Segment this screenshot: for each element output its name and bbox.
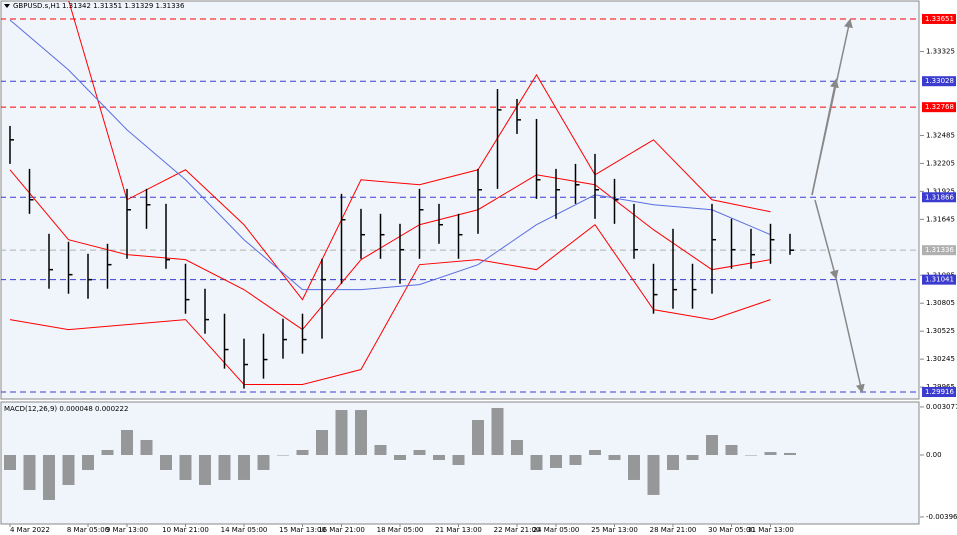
indicator-line: [68, 1, 771, 301]
level-label: 1.29916: [925, 388, 954, 396]
arrow: [835, 277, 865, 394]
x-tick-label: 10 Mar 21:00: [162, 526, 209, 534]
level-label-box: [922, 387, 956, 398]
indicator-line: [9, 169, 771, 331]
level-label-box: [922, 76, 956, 87]
indicator-line: [9, 19, 771, 291]
level-label: 1.33651: [925, 15, 954, 23]
macd-bar: [335, 410, 348, 455]
y-tick-label: 1.30805: [926, 299, 955, 307]
macd-bar: [628, 454, 640, 480]
y-tick-label: 0.003077: [926, 403, 957, 411]
macd-title: MACD(12,26,9) 0.000048 0.000222: [4, 405, 128, 413]
macd-bar: [589, 450, 601, 455]
macd-plot: [4, 407, 796, 500]
indicator-line: [9, 224, 771, 386]
x-tick-label: 15 Mar 13:00: [279, 526, 326, 534]
y-tick-label: 0.00: [926, 451, 942, 459]
level-label-box: [922, 274, 956, 285]
macd-bar: [62, 454, 75, 485]
level-label: 1.31336: [925, 246, 954, 254]
macd-bar: [121, 430, 133, 455]
x-tick-label: 4 Mar 2022: [10, 526, 50, 534]
macd-bar: [608, 454, 621, 460]
x-tick-label: 9 Mar 13:00: [106, 526, 148, 534]
y-tick-label: 1.32485: [926, 131, 955, 139]
macd-bar: [23, 454, 36, 490]
macd-bar: [745, 454, 757, 456]
arrow: [814, 199, 839, 280]
menu-arrow[interactable]: [4, 4, 10, 8]
macd-bar: [530, 454, 543, 470]
macd-bar: [550, 454, 562, 468]
level-label: 1.33028: [925, 77, 954, 85]
macd-bar: [160, 454, 172, 470]
x-tick-label: 28 Mar 21:00: [650, 526, 697, 534]
macd-bar: [82, 454, 94, 470]
y-tick-label: 1.33325: [926, 48, 955, 56]
y-tick-label: 1.30525: [926, 327, 955, 335]
macd-bar: [452, 454, 465, 465]
x-tick-label: 25 Mar 13:00: [591, 526, 638, 534]
y-tick-label: 1.30245: [926, 355, 955, 363]
macd-bar: [140, 440, 153, 455]
macd-bar: [374, 445, 387, 455]
x-tick-label: 14 Mar 05:00: [221, 526, 268, 534]
macd-bar: [706, 435, 718, 455]
macd-bar: [316, 430, 328, 455]
macd-bar: [511, 440, 523, 455]
macd-bar: [277, 454, 289, 456]
macd-bar: [764, 452, 777, 455]
symbol-title: GBPUSD.s,H1: [13, 2, 60, 10]
macd-bar: [472, 420, 484, 455]
price-plot: [1, 1, 919, 393]
level-label-box: [922, 102, 956, 113]
macd-bar: [355, 410, 367, 455]
y-tick-label: -0.003968: [926, 513, 957, 521]
level-label: 1.32768: [925, 103, 954, 111]
macd-bar: [413, 450, 426, 455]
macd-bar: [491, 407, 504, 455]
x-tick-label: 24 Mar 05:00: [533, 526, 580, 534]
macd-bar: [569, 454, 582, 465]
macd-bar: [296, 450, 309, 455]
macd-bar: [647, 454, 660, 495]
x-tick-label: 16 Mar 21:00: [318, 526, 365, 534]
x-tick-label: 30 Mar 05:00: [708, 526, 755, 534]
macd-bar: [725, 445, 738, 455]
macd-bar: [4, 454, 16, 470]
x-tick-label: 8 Mar 05:00: [67, 526, 109, 534]
axes: 1.33325 1.32485 1.32205 1.31925 1.31645 1.310…: [9, 13, 957, 534]
level-label-box: [922, 192, 956, 203]
y-tick-label: 1.32205: [926, 159, 955, 167]
quote: 1.31342 1.31351 1.31329 1.31336: [62, 2, 185, 10]
macd-bar: [179, 454, 192, 480]
forecast-arrows: [811, 18, 865, 394]
x-tick-label: 18 Mar 05:00: [377, 526, 424, 534]
macd-bar: [433, 454, 445, 460]
x-tick-label: 22 Mar 21:00: [494, 526, 541, 534]
macd-bar: [257, 454, 270, 470]
macd-bar: [43, 454, 55, 500]
macd-bar: [784, 452, 796, 455]
y-tick-label: 1.31925: [926, 187, 955, 195]
level-label-box: [922, 245, 956, 256]
arrow: [811, 78, 839, 196]
level-label: 1.31041: [925, 276, 954, 284]
x-tick-label: 31 Mar 13:00: [747, 526, 794, 534]
level-label: 1.31866: [925, 193, 954, 201]
price-panel: [0, 0, 920, 400]
macd-bar: [667, 454, 679, 470]
macd-bar: [686, 454, 699, 460]
x-tick-label: 21 Mar 13:00: [435, 526, 482, 534]
macd-bar: [394, 454, 406, 460]
level-label-box: [922, 13, 956, 24]
macd-bar: [101, 450, 114, 455]
macd-bar: [238, 454, 250, 480]
macd-bar: [199, 454, 211, 485]
y-tick-label: 1.31645: [926, 215, 955, 223]
macd-bar: [218, 454, 231, 480]
